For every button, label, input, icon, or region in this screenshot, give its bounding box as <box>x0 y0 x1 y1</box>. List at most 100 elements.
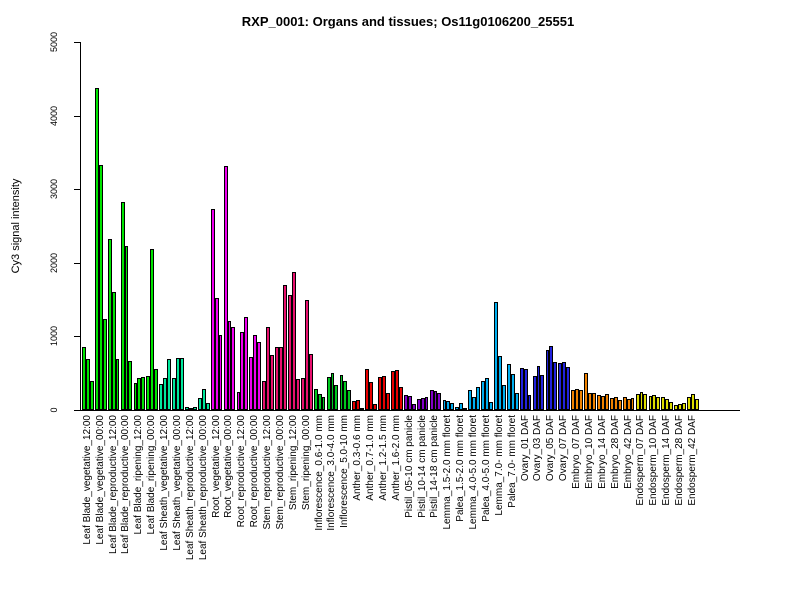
bar <box>107 239 112 410</box>
bar <box>146 376 151 410</box>
bar <box>476 387 480 410</box>
bar <box>407 396 412 410</box>
bar <box>510 374 515 410</box>
bar-group <box>494 42 507 410</box>
bar-group <box>571 42 584 410</box>
x-tick-label: Pistil_05-10 cm panicle <box>403 415 415 518</box>
x-tick-label: Pistil_14-18 cm panicle <box>429 415 441 518</box>
bar-group <box>442 42 456 410</box>
x-tick-label: Palea_1.5-2.0 mm floret <box>455 415 467 522</box>
bar <box>343 381 348 410</box>
bar <box>523 369 528 410</box>
y-axis <box>80 42 81 411</box>
bar <box>420 398 425 410</box>
bar <box>665 399 670 410</box>
bar-group <box>403 42 417 410</box>
bar <box>249 357 254 410</box>
x-tick-label: Anther_0.3-0.6 mm <box>352 415 364 501</box>
bar <box>468 390 473 410</box>
bar-group <box>674 42 687 410</box>
bar <box>497 356 502 410</box>
bar <box>604 394 609 410</box>
bar <box>192 407 197 410</box>
bar <box>185 407 189 410</box>
bar <box>205 403 210 410</box>
bar <box>613 397 618 410</box>
bar <box>584 373 589 410</box>
x-tick-label: Leaf Blade_reproductive_00:00 <box>120 415 132 554</box>
x-tick-label: Embryo_10 DAF <box>583 415 595 489</box>
bar-group <box>107 42 121 410</box>
x-tick-label: Ovary_03 DAF <box>532 415 544 482</box>
bar <box>236 392 241 410</box>
bar <box>488 402 493 410</box>
bar <box>661 397 666 410</box>
bar <box>159 384 164 410</box>
bar-group <box>313 42 327 410</box>
bar-group <box>236 42 250 410</box>
bar <box>128 361 133 410</box>
bar <box>89 381 94 410</box>
bar <box>579 390 583 410</box>
bar <box>321 397 326 410</box>
x-tick-label: Ovary_07 DAF <box>558 415 570 482</box>
bar <box>626 399 631 410</box>
bar <box>356 400 361 410</box>
bar <box>244 317 249 410</box>
y-tick-label: 3000 <box>49 179 59 200</box>
y-axis-tick <box>74 262 81 264</box>
x-tick-label: Embryo_28 DAF <box>609 415 621 489</box>
bar <box>137 378 142 410</box>
x-tick-label: Leaf Sheath_reproductive_12:00 <box>184 415 196 561</box>
bar <box>424 397 429 410</box>
bar <box>382 376 386 410</box>
x-tick-label: Leaf Blade_vegetative_12:00 <box>81 415 93 545</box>
bar-group <box>339 42 353 410</box>
y-axis-label: Cy3 signal intensity <box>10 178 22 274</box>
bar <box>210 209 215 410</box>
bar <box>403 395 408 410</box>
bar-group <box>661 42 674 410</box>
bar <box>433 391 438 410</box>
bar-group <box>223 42 237 410</box>
bar-group <box>609 42 623 410</box>
x-tick-label: Root_vegetative_00:00 <box>223 415 235 518</box>
x-tick-label: Inflorescence_5.0-10 mm <box>339 415 351 528</box>
bar <box>562 362 567 410</box>
bar <box>545 350 550 410</box>
bar <box>398 387 403 410</box>
bar <box>98 165 103 410</box>
bar-group <box>82 42 95 410</box>
bar <box>326 377 331 410</box>
bar-group <box>648 42 662 410</box>
x-tick-label: Inflorescence_3.0-4.0 mm <box>326 415 338 531</box>
bar-group <box>416 42 430 410</box>
x-tick-label: Palea_7.0- mm floret <box>506 415 518 508</box>
bar-group <box>352 42 365 410</box>
bar <box>227 321 232 410</box>
x-tick-label: Endosperm_42 DAF <box>686 415 698 506</box>
y-tick-label: 0 <box>49 407 59 413</box>
bar <box>94 88 99 410</box>
bar <box>687 397 692 410</box>
bar-group <box>120 42 134 410</box>
bar <box>373 404 377 410</box>
bar <box>648 396 653 410</box>
bar <box>600 396 605 410</box>
y-tick-label: 1000 <box>49 326 59 347</box>
bar <box>197 398 202 410</box>
bar <box>549 346 554 410</box>
bar-group <box>532 42 546 410</box>
bar <box>163 378 168 410</box>
bar-group <box>249 42 262 410</box>
y-axis-tick <box>74 336 81 338</box>
x-tick-label: Endosperm_07 DAF <box>635 415 647 506</box>
x-tick-label: Embryo_14 DAF <box>596 415 608 489</box>
bar <box>540 375 545 410</box>
bar-group <box>622 42 636 410</box>
x-tick-label: Lemma_4.0-5.0 mm floret <box>468 415 480 530</box>
bar <box>694 399 699 410</box>
bar <box>485 378 489 410</box>
y-axis-tick <box>74 115 81 117</box>
bar <box>253 335 258 410</box>
